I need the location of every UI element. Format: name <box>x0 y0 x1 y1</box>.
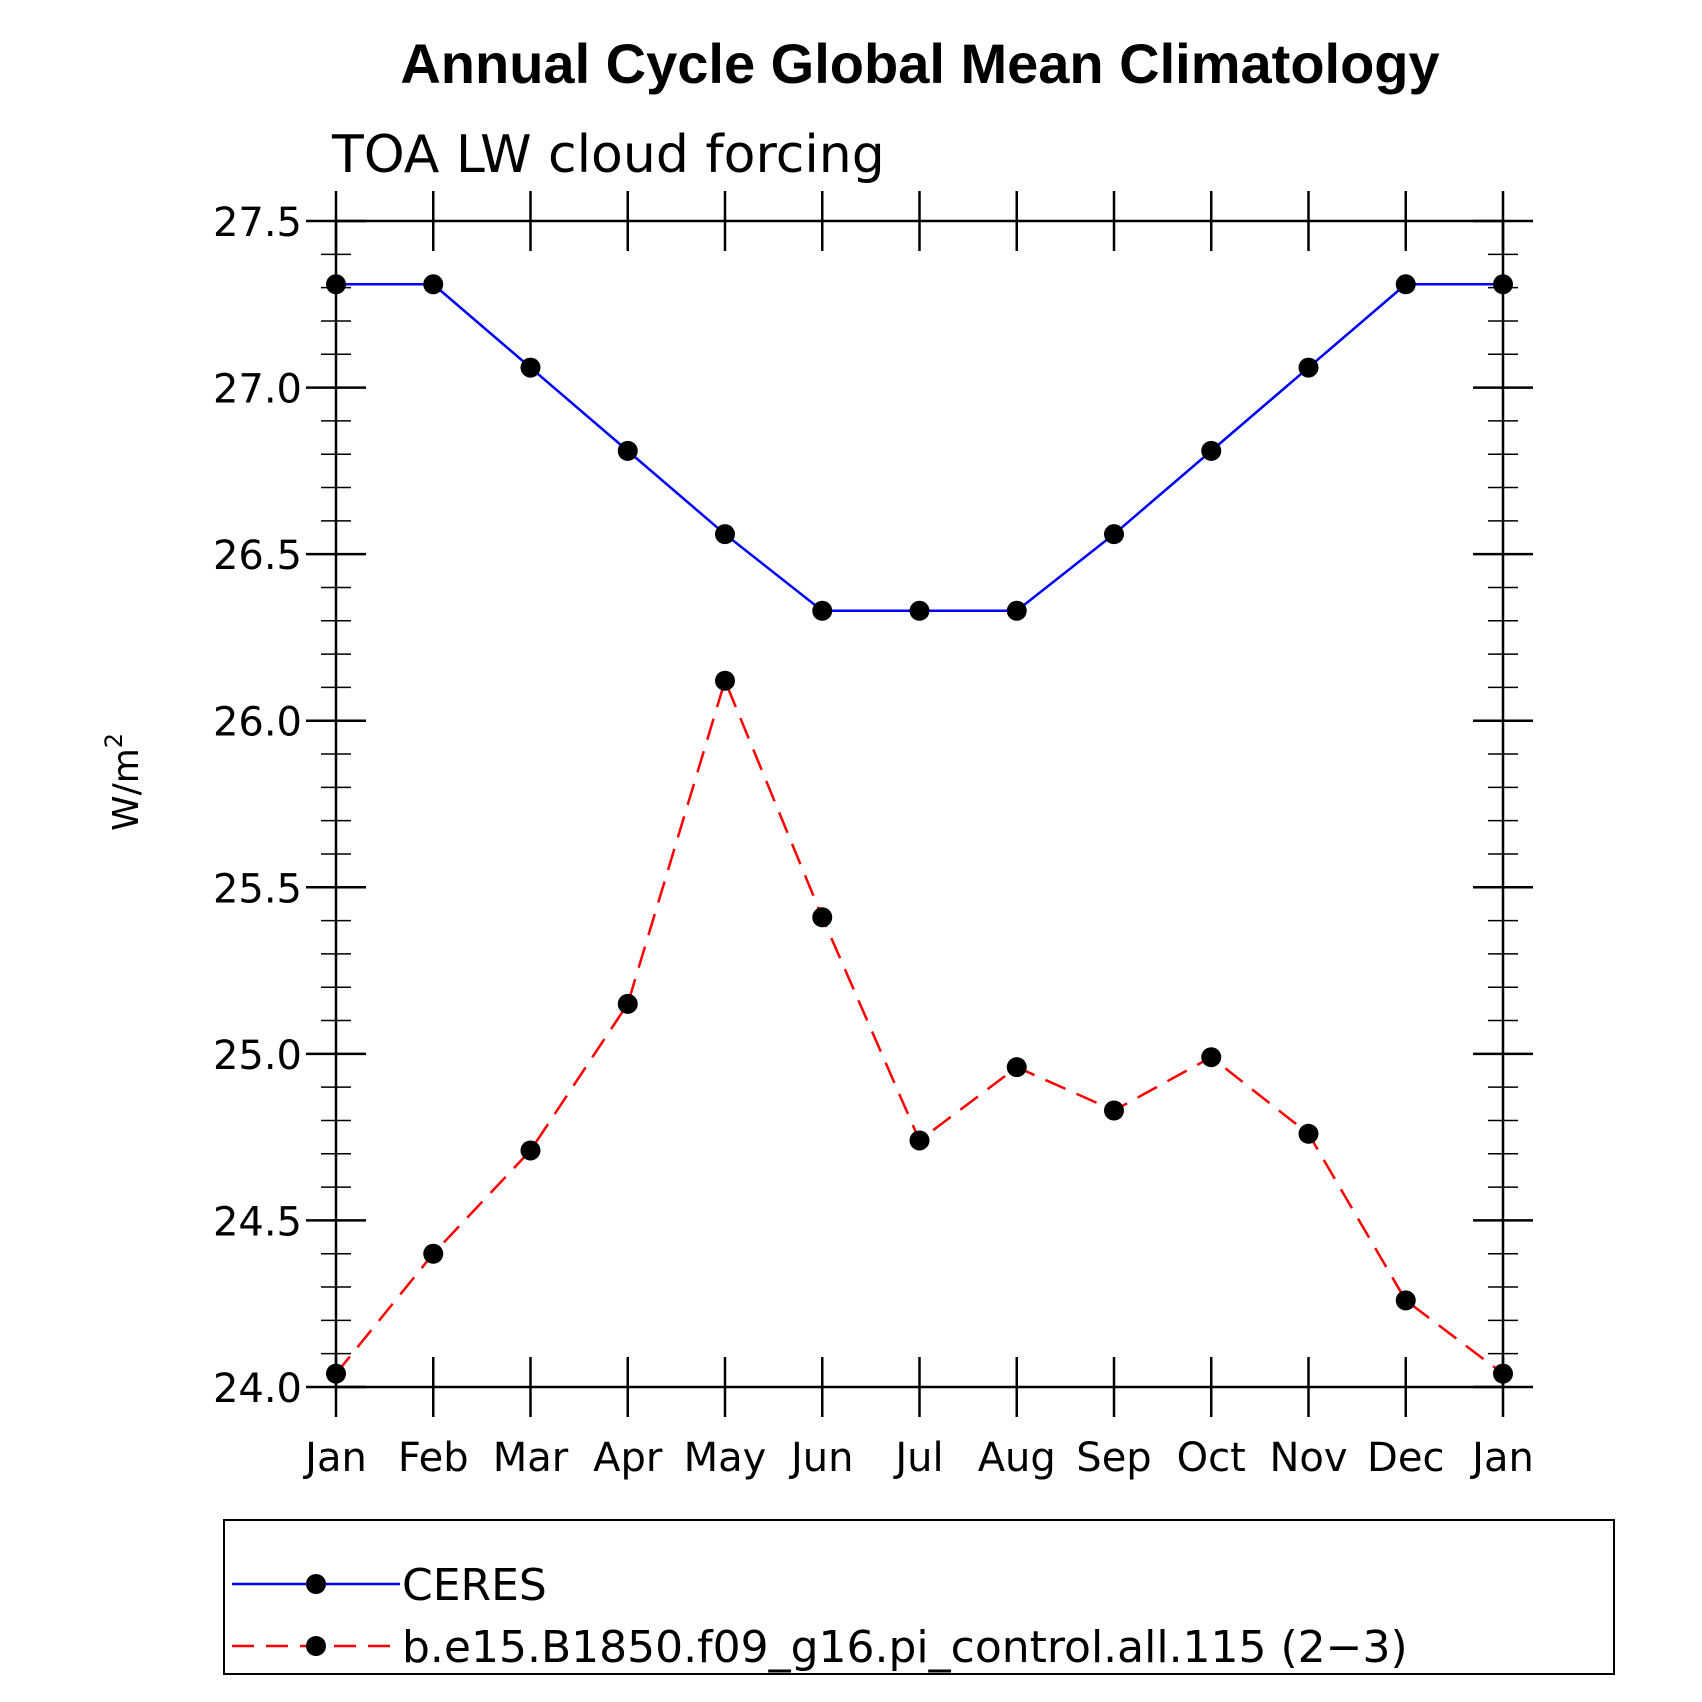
series-1-point <box>715 524 735 545</box>
x-tick-label: Jan <box>1469 1435 1534 1481</box>
svg-text:W/m2: W/m2 <box>100 733 147 831</box>
y-tick-label: 25.5 <box>213 866 302 912</box>
series-2-point <box>909 1130 930 1151</box>
y-tick-label: 24.5 <box>213 1199 302 1245</box>
series-1-point <box>1201 440 1222 461</box>
legend-label-1: CERES <box>402 1560 547 1611</box>
series-line-2 <box>335 677 1504 1375</box>
y-tick-label: 27.5 <box>213 200 302 246</box>
legend-marker-2 <box>306 1636 326 1656</box>
x-tick-label: Apr <box>593 1435 663 1481</box>
series-2-point <box>1298 1123 1319 1144</box>
series-line-1 <box>336 283 1503 613</box>
legend: CERES b.e15.B1850.f09_g16.pi_control.all.… <box>232 1560 1408 1673</box>
legend-marker-1 <box>306 1574 326 1594</box>
series-1-point <box>617 440 638 461</box>
y-axis-label-superscript: 2 <box>100 733 128 748</box>
series-1-point <box>423 274 444 295</box>
series-1-point <box>1298 357 1319 378</box>
series-2-point <box>1201 1047 1222 1068</box>
series-2-point <box>520 1140 541 1161</box>
series-2-point <box>423 1243 444 1264</box>
x-tick-label: Nov <box>1269 1435 1347 1481</box>
y-axis-label: W/m2 <box>100 733 147 831</box>
x-tick-label: Mar <box>493 1435 569 1481</box>
series-2-point <box>1395 1290 1416 1311</box>
x-tick-label: Oct <box>1177 1435 1246 1481</box>
y-tick-label: 26.0 <box>213 700 302 746</box>
plot-frame <box>334 219 1505 1389</box>
series-1-point <box>1006 600 1027 621</box>
y-tick-label: 27.0 <box>213 367 302 413</box>
series-1-point <box>326 274 346 295</box>
series-1-point <box>1104 524 1124 545</box>
series-1-point <box>909 600 930 621</box>
legend-box <box>223 1519 1615 1675</box>
y-axis-label-text: W/m <box>106 748 147 831</box>
series-1-point <box>520 357 541 378</box>
y-tick-label: 26.5 <box>213 533 302 579</box>
x-tick-label: Feb <box>398 1435 469 1481</box>
x-tick-label: Jul <box>892 1435 943 1481</box>
series-2-point <box>715 670 735 691</box>
legend-label-2: b.e15.B1850.f09_g16.pi_control.all.115 (… <box>402 1622 1408 1673</box>
series-2-point <box>617 993 638 1014</box>
series-2-point <box>1006 1057 1027 1078</box>
series-1-point <box>1395 274 1416 295</box>
chart-subtitle: TOA LW cloud forcing <box>331 125 885 185</box>
x-tick-label: Sep <box>1076 1435 1151 1481</box>
chart-title: Annual Cycle Global Mean Climatology <box>400 32 1439 95</box>
series-2-point <box>1493 1363 1513 1384</box>
x-tick-label: Jan <box>302 1435 367 1481</box>
y-tick-label: 25.0 <box>213 1033 302 1079</box>
axis-ticks <box>306 191 1533 1417</box>
x-tick-label: May <box>684 1435 767 1481</box>
tick-labels: 24.0 24.5 25.0 25.5 26.0 26.5 27.0 27.5 Jan Feb Ma… <box>213 200 1534 1481</box>
series-1-point <box>1493 274 1513 295</box>
y-tick-label: 24.0 <box>213 1366 302 1412</box>
series-lines <box>335 283 1504 1375</box>
x-tick-label: Dec <box>1367 1435 1444 1481</box>
series-2-point <box>1104 1100 1124 1121</box>
series-markers <box>326 274 1513 1384</box>
x-tick-label: Jun <box>788 1435 854 1481</box>
series-1-point <box>812 600 833 621</box>
series-2-point <box>812 907 833 928</box>
x-tick-label: Aug <box>978 1435 1056 1481</box>
series-2-point <box>326 1363 346 1384</box>
